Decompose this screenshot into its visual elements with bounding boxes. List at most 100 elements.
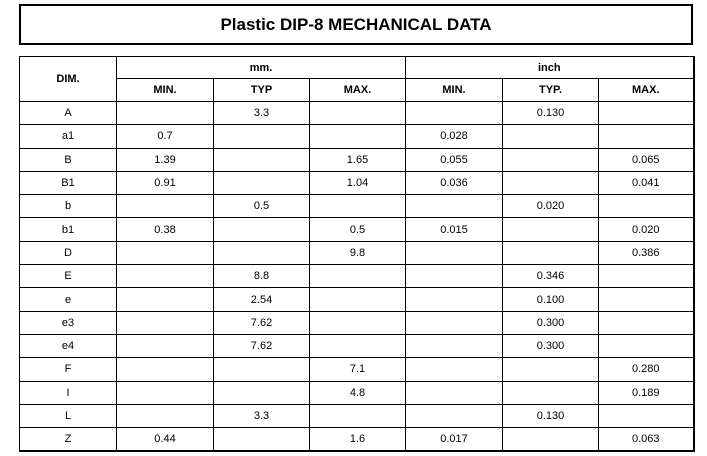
cell-dim: b1 bbox=[19, 217, 117, 242]
table-row: e4 7.62 0.300 bbox=[19, 333, 695, 359]
cell-mm-max bbox=[309, 333, 406, 359]
cell-inch-typ: 0.100 bbox=[502, 287, 599, 312]
cell-mm-max bbox=[309, 194, 406, 219]
cell-mm-min bbox=[116, 403, 214, 429]
cell-inch-min bbox=[405, 100, 503, 126]
cell-inch-max bbox=[597, 124, 695, 149]
cell-mm-max: 4.8 bbox=[309, 380, 406, 405]
cell-inch-min: 0.055 bbox=[405, 147, 503, 172]
cell-inch-typ bbox=[502, 240, 599, 266]
table-row: I 4.8 0.189 bbox=[19, 380, 695, 405]
cell-inch-min: 0.017 bbox=[405, 427, 503, 452]
cell-dim: L bbox=[19, 403, 117, 429]
cell-inch-max bbox=[597, 194, 695, 219]
cell-mm-min bbox=[116, 264, 214, 289]
cell-mm-min bbox=[116, 100, 214, 126]
cell-inch-max: 0.020 bbox=[597, 217, 695, 242]
cell-inch-max: 0.280 bbox=[597, 357, 695, 382]
cell-mm-typ: 7.62 bbox=[213, 310, 310, 335]
cell-mm-typ bbox=[213, 124, 310, 149]
cell-dim: e3 bbox=[19, 310, 117, 335]
cell-inch-typ bbox=[502, 380, 599, 405]
cell-mm-min bbox=[116, 310, 214, 335]
cell-mm-min: 1.39 bbox=[116, 147, 214, 172]
header-inch-max: MAX. bbox=[597, 78, 695, 102]
cell-dim: D bbox=[19, 240, 117, 266]
cell-inch-min: 0.036 bbox=[405, 170, 503, 196]
cell-mm-min bbox=[116, 240, 214, 266]
cell-dim: F bbox=[19, 357, 117, 382]
table-row: a1 0.7 0.028 bbox=[19, 124, 695, 149]
cell-mm-max bbox=[309, 310, 406, 335]
cell-inch-max bbox=[597, 264, 695, 289]
cell-inch-min bbox=[405, 380, 503, 405]
cell-inch-max: 0.189 bbox=[597, 380, 695, 405]
cell-inch-max: 0.386 bbox=[597, 240, 695, 266]
cell-inch-typ bbox=[502, 124, 599, 149]
cell-inch-typ: 0.300 bbox=[502, 310, 599, 335]
cell-inch-min: 0.015 bbox=[405, 217, 503, 242]
cell-mm-max bbox=[309, 124, 406, 149]
cell-mm-max: 1.6 bbox=[309, 427, 406, 452]
table-row: b 0.5 0.020 bbox=[19, 194, 695, 219]
cell-mm-typ: 7.62 bbox=[213, 333, 310, 359]
cell-mm-max: 1.65 bbox=[309, 147, 406, 172]
table-row: e3 7.62 0.300 bbox=[19, 310, 695, 335]
table-row: Z 0.44 1.6 0.017 0.063 bbox=[19, 427, 695, 452]
cell-mm-typ bbox=[213, 380, 310, 405]
cell-mm-typ bbox=[213, 240, 310, 266]
cell-mm-typ: 3.3 bbox=[213, 403, 310, 429]
cell-inch-min: 0.028 bbox=[405, 124, 503, 149]
table-row: L 3.3 0.130 bbox=[19, 403, 695, 429]
cell-inch-max bbox=[597, 287, 695, 312]
cell-dim: e bbox=[19, 287, 117, 312]
header-inch-typ: TYP. bbox=[502, 78, 599, 102]
table-row: E 8.8 0.346 bbox=[19, 264, 695, 289]
cell-inch-typ bbox=[502, 217, 599, 242]
table-title: Plastic DIP-8 MECHANICAL DATA bbox=[19, 4, 693, 45]
cell-dim: E bbox=[19, 264, 117, 289]
cell-inch-max: 0.063 bbox=[597, 427, 695, 452]
cell-mm-typ: 8.8 bbox=[213, 264, 310, 289]
cell-inch-min bbox=[405, 310, 503, 335]
cell-mm-max bbox=[309, 403, 406, 429]
cell-inch-max bbox=[597, 333, 695, 359]
cell-inch-min bbox=[405, 240, 503, 266]
cell-inch-typ bbox=[502, 170, 599, 196]
cell-mm-max bbox=[309, 100, 406, 126]
table-row: D 9.8 0.386 bbox=[19, 240, 695, 266]
cell-mm-min: 0.44 bbox=[116, 427, 214, 452]
cell-mm-min: 0.91 bbox=[116, 170, 214, 196]
cell-inch-min bbox=[405, 333, 503, 359]
header-dim: DIM. bbox=[19, 56, 117, 102]
header-mm-max: MAX. bbox=[309, 78, 406, 102]
header-mm: mm. bbox=[116, 56, 406, 79]
cell-dim: e4 bbox=[19, 333, 117, 359]
cell-mm-typ: 2.54 bbox=[213, 287, 310, 312]
cell-mm-max: 1.04 bbox=[309, 170, 406, 196]
cell-mm-min bbox=[116, 380, 214, 405]
cell-mm-typ: 3.3 bbox=[213, 100, 310, 126]
cell-inch-typ: 0.130 bbox=[502, 403, 599, 429]
cell-mm-min bbox=[116, 333, 214, 359]
cell-inch-max bbox=[597, 403, 695, 429]
cell-dim: I bbox=[19, 380, 117, 405]
cell-inch-typ: 0.300 bbox=[502, 333, 599, 359]
cell-inch-typ bbox=[502, 147, 599, 172]
cell-mm-typ bbox=[213, 217, 310, 242]
cell-mm-typ bbox=[213, 427, 310, 452]
header-mm-min: MIN. bbox=[116, 78, 214, 102]
table-row: B 1.39 1.65 0.055 0.065 bbox=[19, 147, 695, 172]
cell-inch-min bbox=[405, 194, 503, 219]
cell-dim: B1 bbox=[19, 170, 117, 196]
cell-mm-typ: 0.5 bbox=[213, 194, 310, 219]
cell-mm-min: 0.7 bbox=[116, 124, 214, 149]
cell-mm-typ bbox=[213, 147, 310, 172]
cell-inch-typ: 0.020 bbox=[502, 194, 599, 219]
table-row: e 2.54 0.100 bbox=[19, 287, 695, 312]
cell-mm-max bbox=[309, 287, 406, 312]
table-row: F 7.1 0.280 bbox=[19, 357, 695, 382]
cell-mm-max: 7.1 bbox=[309, 357, 406, 382]
table-row: A 3.3 0.130 bbox=[19, 100, 695, 126]
cell-inch-max bbox=[597, 100, 695, 126]
